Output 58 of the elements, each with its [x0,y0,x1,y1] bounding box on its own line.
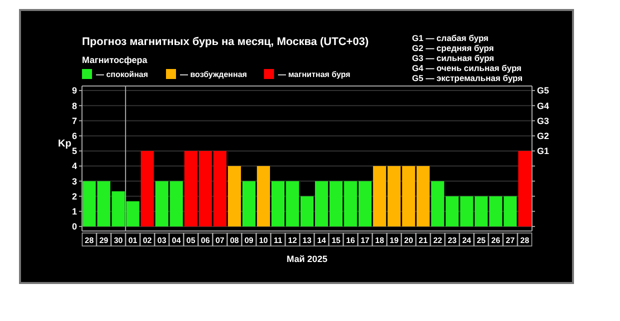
x-tick-label: 04 [172,236,182,245]
text: G2 [537,130,550,141]
y-tick-label: 2 [72,191,77,202]
x-tick-label: 02 [142,236,152,245]
text: G4 — очень сильная буря [412,63,522,73]
x-tick-label: 27 [506,236,516,245]
x-tick-label: 05 [186,236,196,245]
x-tick-label: 14 [317,236,327,245]
x-tick-label: 19 [390,236,400,245]
y-tick-label: 4 [72,161,77,172]
y-tick-label: 5 [72,146,77,156]
legend-label: — возбужденная [180,70,248,79]
text: G2 — средняя буря [412,43,494,53]
text: G5 [537,86,550,96]
x-tick-label: 24 [462,236,472,245]
y-axis-title: Kp [58,138,72,150]
x-tick-label: 11 [274,236,283,245]
legend-title: Магнитосфера [82,55,148,65]
x-tick-label: 22 [433,236,443,245]
y-tick-label: 3 [72,176,77,186]
legend-label: — магнитная буря [278,70,351,79]
x-tick-label: 26 [491,236,501,245]
x-tick-label: 30 [114,236,124,245]
x-tick-label: 29 [99,236,109,245]
x-tick-label: 15 [332,236,342,245]
x-tick-label: 17 [360,236,370,245]
legend-label: — спокойная [96,70,148,79]
x-tick-label: 18 [375,236,385,245]
x-tick-label: 28 [520,236,530,245]
x-tick-label: 28 [84,236,94,245]
text: G3 — сильная буря [412,53,494,63]
x-tick-label: 12 [288,236,298,245]
x-tick-label: 08 [230,236,240,245]
y-tick-label: 0 [72,222,77,232]
y-tick-label: 7 [72,116,77,126]
x-tick-label: 25 [476,236,486,245]
x-tick-label: 23 [448,236,458,245]
x-tick-label: 07 [215,236,225,245]
chart-title: Прогноз магнитных бурь на месяц, Москва (UTC+03) [82,36,369,48]
text: G1 — слабая буря [412,33,489,43]
y-tick-label: 9 [72,86,77,96]
x-tick-label: 06 [200,236,210,245]
y-tick-label: 6 [72,130,77,141]
x-tick-label: 16 [346,236,356,245]
x-tick-label: 21 [418,236,428,245]
text: G3 [537,116,550,126]
text: G1 [537,146,550,156]
x-tick-label: 13 [302,236,312,245]
y-tick-label: 1 [72,206,77,217]
x-tick-label: 03 [157,236,167,245]
x-tick-label: 01 [128,236,138,245]
x-tick-label: 20 [404,236,414,245]
text: G4 [537,100,550,111]
y-tick-label: 8 [72,100,77,111]
x-tick-label: 09 [244,236,254,245]
text: G5 — экстремальная буря [412,73,523,83]
x-tick-label: 10 [259,236,268,245]
x-axis-title: Май 2025 [286,254,328,264]
